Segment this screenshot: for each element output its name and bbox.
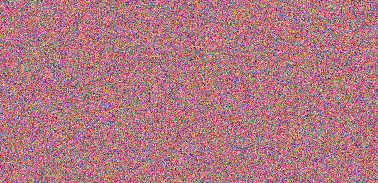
Y-axis label: Coulombic efficiency (%): Coulombic efficiency (%): [366, 34, 375, 129]
Legend: discharge, charge: discharge, charge: [205, 114, 255, 134]
Y-axis label: Specific capacity (mA h/g): Specific capacity (mA h/g): [3, 31, 12, 132]
X-axis label: Cycle number: Cycle number: [163, 171, 216, 180]
